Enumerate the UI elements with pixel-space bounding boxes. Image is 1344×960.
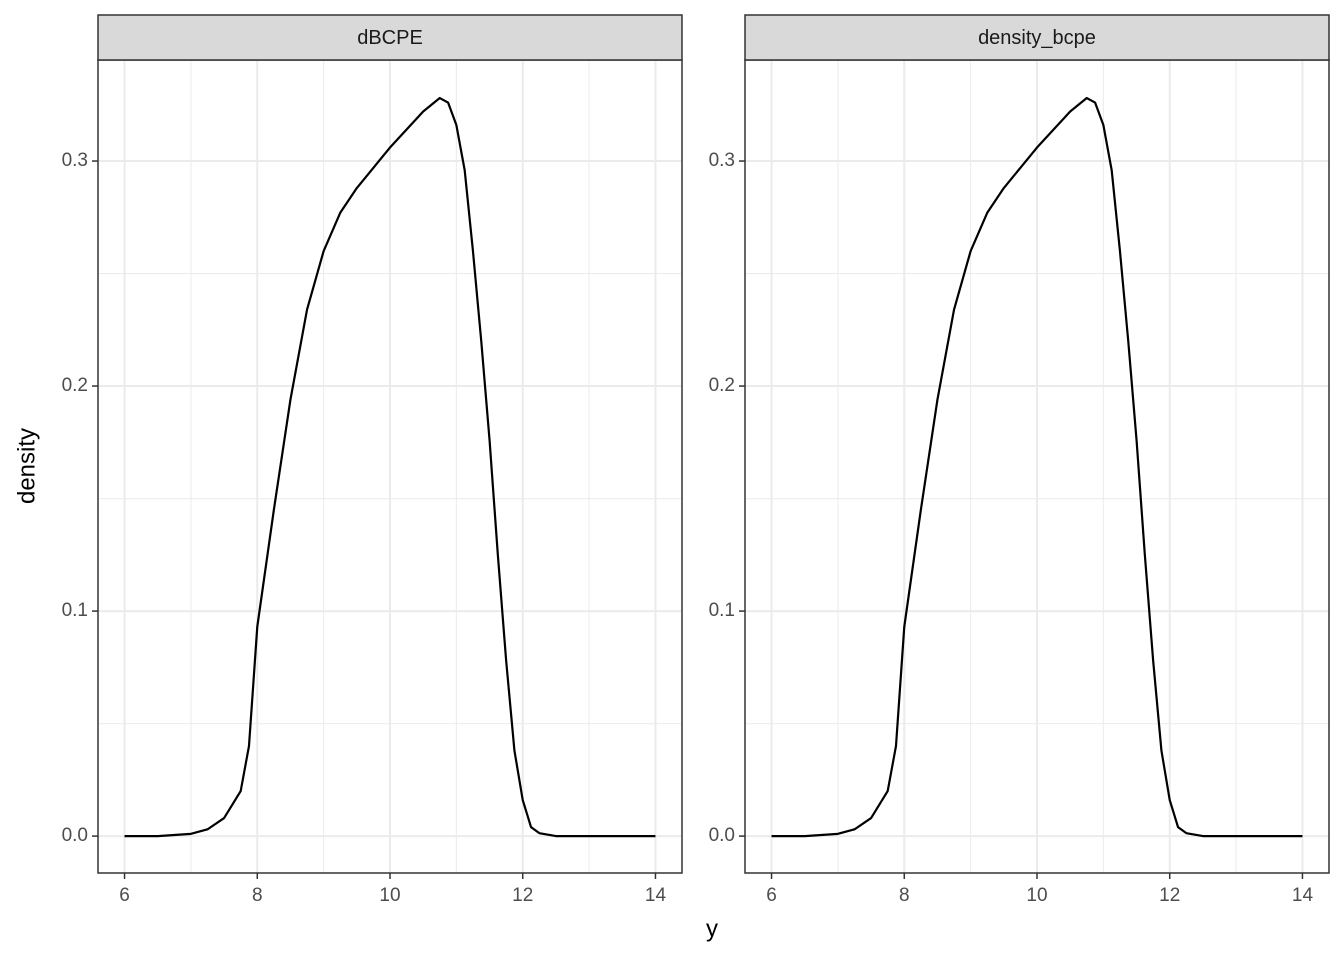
x-tick-label: 8 [899, 885, 910, 906]
x-axis-title: y [706, 915, 718, 942]
x-tick-label: 12 [512, 885, 533, 906]
x-tick-label: 12 [1159, 885, 1180, 906]
y-axis-title: density [13, 428, 40, 504]
density-line [124, 96, 656, 838]
density-line [771, 96, 1303, 838]
y-tick-label: 0.3 [709, 150, 735, 171]
y-tick-label: 0.2 [62, 375, 88, 396]
y-tick-label: 0.1 [709, 600, 735, 621]
strip [744, 14, 1330, 61]
y-tick-label: 0.2 [709, 375, 735, 396]
x-tick-label: 8 [252, 885, 263, 906]
strip-label: density_bcpe [978, 27, 1096, 49]
y-tick-label: 0.0 [62, 825, 88, 846]
strip-label: dBCPE [357, 27, 423, 49]
x-tick-label: 10 [379, 885, 400, 906]
x-tick-label: 14 [1292, 885, 1314, 906]
y-tick-label: 0.0 [709, 825, 735, 846]
y-tick-label: 0.1 [62, 600, 88, 621]
x-tick-label: 6 [119, 885, 130, 906]
x-tick-label: 14 [645, 885, 667, 906]
x-tick-label: 10 [1026, 885, 1047, 906]
strip [97, 14, 683, 61]
x-tick-label: 6 [766, 885, 777, 906]
y-tick-label: 0.3 [62, 150, 88, 171]
